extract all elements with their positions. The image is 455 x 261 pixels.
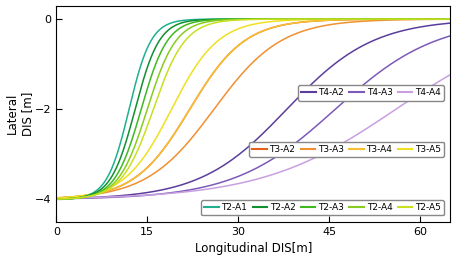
Legend: T2-A1, T2-A2, T2-A3, T2-A4, T2-A5: T2-A1, T2-A2, T2-A3, T2-A4, T2-A5: [201, 200, 443, 215]
Y-axis label: Lateral
DIS [m]: Lateral DIS [m]: [5, 92, 34, 136]
X-axis label: Longitudinal DIS[m]: Longitudinal DIS[m]: [194, 242, 311, 256]
